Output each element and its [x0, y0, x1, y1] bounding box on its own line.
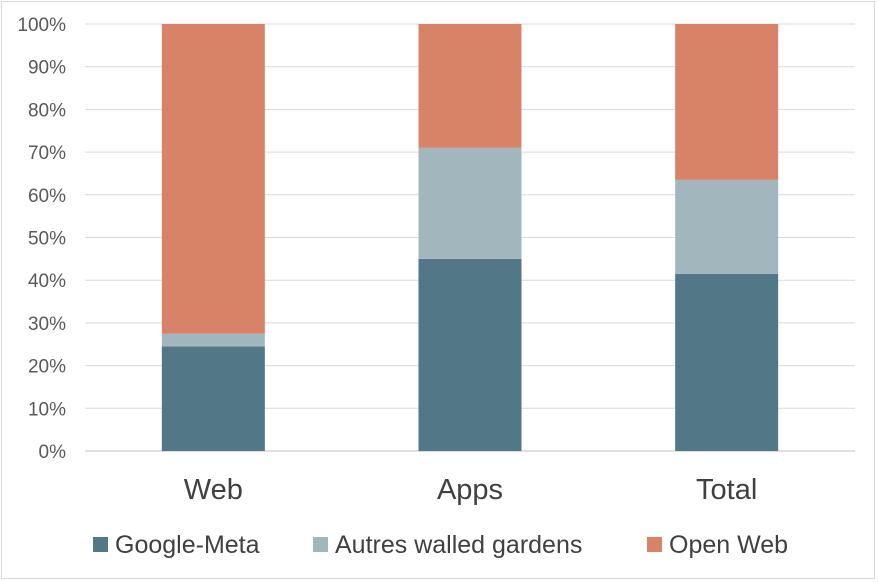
y-tick-label: 70%	[28, 143, 66, 164]
bar-web-autres-walled-gardens	[161, 333, 265, 347]
bar-total-open-web	[675, 24, 779, 180]
y-tick-label: 80%	[28, 100, 66, 121]
y-tick-label: 30%	[28, 314, 66, 335]
legend-label: Google-Meta	[115, 531, 260, 559]
y-tick-label: 50%	[28, 229, 66, 250]
x-category-label: Web	[184, 474, 243, 506]
y-tick-label: 10%	[28, 399, 66, 420]
legend-swatch	[93, 537, 108, 552]
y-tick-label: 60%	[28, 186, 66, 207]
y-axis: 0% 10% 20% 30% 40% 50% 60% 70% 80% 90% 100%	[17, 15, 66, 463]
y-tick-label: 90%	[28, 58, 66, 79]
y-tick-label: 0%	[39, 442, 67, 463]
bar-web-open-web	[161, 24, 265, 334]
y-tick-label: 20%	[28, 357, 66, 378]
legend-swatch	[313, 537, 328, 552]
bar-total-autres-walled-gardens	[675, 179, 779, 274]
y-tick-label: 100%	[17, 15, 66, 36]
bar-apps-google-meta	[418, 258, 522, 451]
legend-label: Open Web	[669, 531, 788, 559]
x-category-label: Total	[696, 474, 757, 506]
bar-web-google-meta	[161, 346, 265, 451]
bars	[161, 24, 779, 451]
x-axis: Web Apps Total	[184, 474, 758, 506]
legend-label: Autres walled gardens	[335, 531, 582, 559]
legend-swatch	[647, 537, 662, 552]
y-tick-label: 40%	[28, 271, 66, 292]
x-category-label: Apps	[437, 474, 503, 506]
bar-apps-open-web	[418, 24, 522, 148]
bar-apps-autres-walled-gardens	[418, 147, 522, 259]
bar-total-google-meta	[675, 273, 779, 451]
legend: Google-Meta Autres walled gardens Open Web	[93, 531, 788, 559]
